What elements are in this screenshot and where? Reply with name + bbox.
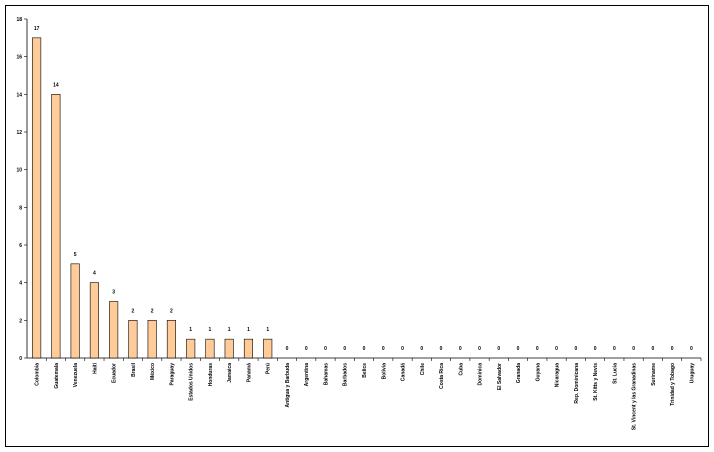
x-tick-label: Brasil [131,362,137,377]
x-tick-label: Bahamas [323,363,329,385]
x-tick-label: St. Kitts y Nevis [593,363,599,401]
x-tick-label: El Salvador [497,363,503,390]
x-tick-label: Perú [266,363,272,374]
data-label: 0 [363,346,366,352]
data-label: 1 [247,327,250,333]
x-tick-label: Guyana [535,363,541,382]
x-tick-label: Antigua y Barbuda [285,363,291,408]
y-tick-label: 12 [16,130,22,136]
y-tick-label: 18 [16,17,22,23]
x-tick-label: Guatemala [54,363,60,389]
data-label: 4 [93,271,96,277]
y-tick-label: 4 [19,281,22,287]
bar [51,94,61,359]
x-tick-label: Estados Unidos [189,363,195,401]
data-label: 1 [266,327,269,333]
data-label: 0 [632,346,635,352]
data-label: 0 [286,346,289,352]
y-tick-label: 0 [19,356,22,362]
bar [128,320,138,359]
data-label: 0 [536,346,539,352]
x-tick-label: Honduras [208,363,214,387]
data-label: 0 [671,346,674,352]
x-tick-label: Nicaragua [555,363,561,387]
x-tick-label: Granada [516,363,522,384]
data-label: 2 [132,308,135,314]
y-tick-label: 16 [16,55,22,61]
data-label: 2 [170,308,173,314]
x-tick-label: Cuba [458,363,464,376]
y-tick-label: 14 [16,92,22,98]
data-label: 5 [74,252,77,258]
x-tick-label: Paraguay [169,363,175,386]
data-label: 0 [594,346,597,352]
bar [70,263,80,359]
data-label: 14 [53,82,59,88]
bar [224,338,234,359]
x-tick-label: Ecuador [112,363,118,383]
data-label: 0 [517,346,520,352]
data-label: 0 [497,346,500,352]
x-tick-label: Canadá [401,363,407,381]
data-label: 0 [651,346,654,352]
chart-border [5,5,709,447]
data-label: 0 [382,346,385,352]
data-label: 1 [209,327,212,333]
data-label: 0 [574,346,577,352]
bar [147,320,157,359]
x-tick-label: St. Vincent y las Granadinas [632,363,638,430]
data-label: 17 [34,26,40,32]
x-tick-label: Argentina [304,363,310,387]
data-label: 0 [478,346,481,352]
y-tick-label: 8 [19,205,22,211]
data-label: 1 [228,327,231,333]
data-label: 0 [324,346,327,352]
data-label: 0 [690,346,693,352]
x-tick-label: Haití [92,362,98,373]
data-label: 0 [401,346,404,352]
bar [166,320,176,359]
data-label: 2 [151,308,154,314]
data-label: 0 [420,346,423,352]
y-tick-label: 2 [19,318,22,324]
x-tick-label: Chile [420,363,426,375]
y-tick-label: 6 [19,243,22,249]
x-tick-label: Panamá [246,363,252,382]
x-tick-label: México [150,363,156,380]
bar [109,301,119,359]
x-tick-label: Barbados [343,363,349,386]
x-tick-label: Trinidad y Tobago [670,363,676,406]
bar [263,338,273,359]
data-label: 0 [459,346,462,352]
bar [89,282,99,359]
x-tick-label: Bolivia [381,363,387,380]
bar [243,338,253,359]
bar [205,338,215,359]
x-tick-label: Uruguay [689,363,695,384]
x-tick-label: Dominica [478,363,484,386]
data-label: 0 [440,346,443,352]
data-label: 0 [613,346,616,352]
x-tick-label: Venezuela [73,363,79,387]
x-tick-label: Costa Rica [439,363,445,389]
x-tick-label: Colombia [35,363,41,386]
x-tick-label: Suriname [651,363,657,386]
x-tick-label: Rep. Dominicana [574,363,580,404]
x-tick-label: St. Lucia [612,363,618,384]
x-tick-label: Jamaica [227,363,233,383]
data-label: 0 [305,346,308,352]
bar [32,37,42,359]
y-tick-label: 10 [16,168,22,174]
data-label: 0 [555,346,558,352]
data-label: 1 [189,327,192,333]
bar [186,338,196,359]
x-tick-label: Belice [362,363,368,378]
data-label: 0 [343,346,346,352]
data-label: 3 [112,290,115,296]
